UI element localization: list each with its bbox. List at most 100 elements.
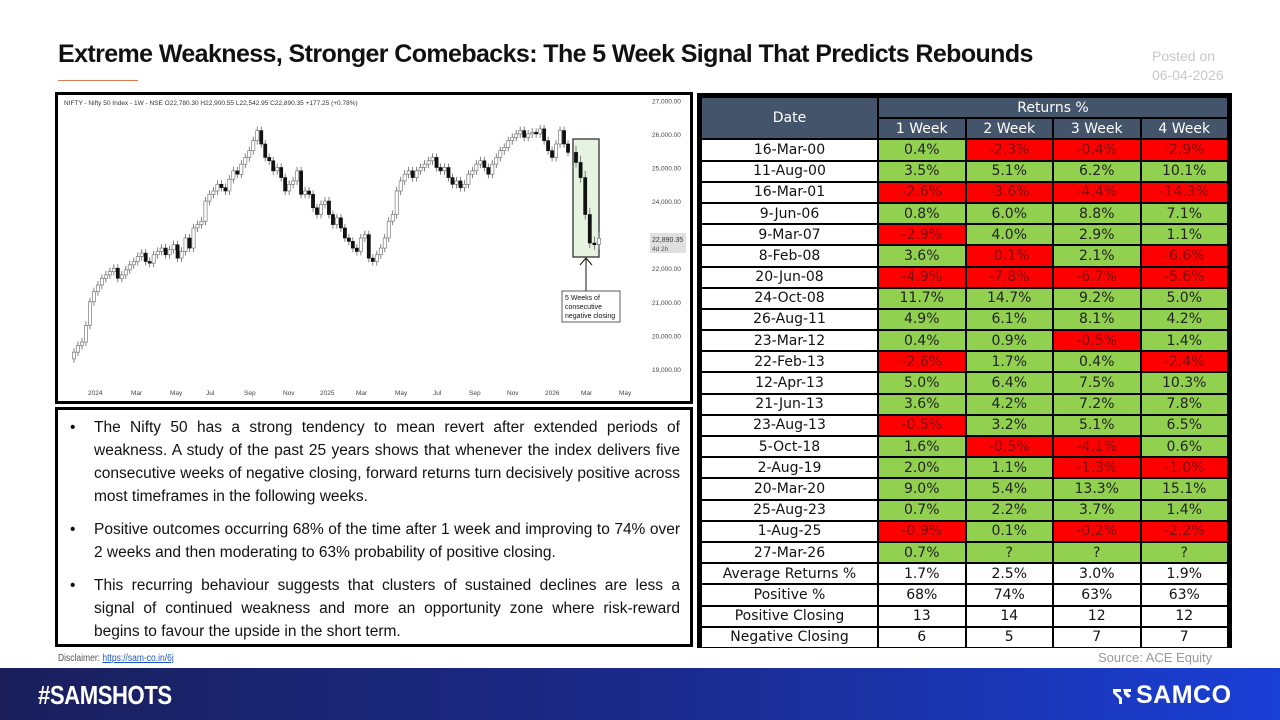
date-cell: 5-Oct-18	[702, 437, 877, 457]
return-cell: -0.1%	[966, 246, 1052, 266]
table-row: 5-Oct-18 1.6% -0.5% -4.1% 0.6%	[702, 437, 1227, 457]
return-cell: -4.1%	[1054, 437, 1140, 457]
return-cell: -0.5%	[1054, 331, 1140, 351]
disclaimer-label: Disclaimer:	[58, 653, 101, 664]
summary-value: 12	[1141, 606, 1227, 626]
return-cell: -1.3%	[1054, 458, 1140, 478]
note-text: The Nifty 50 has a strong tendency to me…	[94, 419, 680, 505]
y-tick-label: 25,000.00	[652, 166, 681, 173]
table-row: 9-Jun-06 0.8% 6.0% 8.8% 7.1%	[702, 203, 1227, 224]
y-tick-label: 22,000.00	[652, 266, 681, 273]
return-cell: 7.8%	[1141, 394, 1227, 414]
x-tick-label: May	[170, 390, 183, 397]
posted-date: Posted on 06-04-2026	[1152, 47, 1224, 85]
return-cell: 3.2%	[966, 415, 1052, 435]
summary-value: 7	[1054, 627, 1140, 647]
candles	[72, 124, 570, 363]
return-cell: 3.6%	[879, 246, 965, 266]
summary-label: Positive Closing	[702, 606, 877, 626]
table-body: 16-Mar-00 0.4% -2.3% -0.4% -2.9% 11-Aug-00 3.5…	[702, 140, 1227, 647]
x-tick-label: Nov	[507, 390, 519, 397]
y-tick-label: 21,000.00	[652, 300, 681, 307]
return-cell: 3.5%	[879, 161, 965, 181]
highlight-candles	[574, 145, 601, 250]
return-cell: 10.3%	[1141, 373, 1227, 393]
date-cell: 9-Mar-07	[702, 225, 877, 245]
samco-logo-icon	[1113, 688, 1131, 704]
table-row: 24-Oct-08 11.7% 14.7% 9.2% 5.0%	[702, 288, 1227, 308]
return-cell: 0.8%	[879, 203, 965, 224]
return-cell: -6.7%	[1054, 267, 1140, 287]
date-cell: 1-Aug-25	[702, 521, 877, 541]
y-tick-label: 19,000.00	[652, 367, 681, 374]
return-cell: 0.4%	[879, 331, 965, 351]
x-axis: 2024 Mar May Jul Sep Nov 2025 Mar May Jul Sep Nov 20…	[88, 390, 632, 397]
date-cell: 2-Aug-19	[702, 458, 877, 478]
return-cell: -0.2%	[1054, 521, 1140, 541]
return-cell: 7.5%	[1054, 373, 1140, 393]
date-cell: 20-Jun-08	[702, 267, 877, 287]
return-cell: 0.4%	[1054, 352, 1140, 372]
disclaimer: Disclaimer: https://sam-co.in/6j	[58, 653, 174, 664]
bullet-icon: •	[70, 419, 76, 436]
bullet-icon: •	[70, 577, 76, 594]
y-tick-label: 24,000.00	[652, 199, 681, 206]
countdown-label: 4d 2h	[652, 246, 669, 253]
x-tick-label: Sep	[469, 390, 481, 397]
table-row: 11-Aug-00 3.5% 5.1% 6.2% 10.1%	[702, 161, 1227, 181]
return-cell: 3.6%	[879, 394, 965, 414]
return-cell: -5.6%	[1141, 267, 1227, 287]
chart-canvas: NIFTY - Nifty 50 Index - 1W - NSE O22,78…	[64, 98, 686, 397]
return-cell: 14.7%	[966, 288, 1052, 308]
table-row: 21-Jun-13 3.6% 4.2% 7.2% 7.8%	[702, 394, 1227, 414]
return-cell: 1.6%	[879, 437, 965, 457]
date-cell: 23-Mar-12	[702, 331, 877, 351]
return-cell: 5.0%	[1141, 288, 1227, 308]
return-cell: 6.5%	[1141, 415, 1227, 435]
y-tick-label: 27,000.00	[652, 98, 681, 105]
week-header: 1 Week	[879, 119, 965, 139]
return-cell: 4.2%	[966, 394, 1052, 414]
arrow-head-icon	[579, 257, 593, 266]
summary-label: Average Returns %	[702, 564, 877, 584]
returns-table: Date Returns % 1 Week 2 Week 3 Week 4 We…	[700, 96, 1229, 649]
return-cell: 1.7%	[966, 352, 1052, 372]
return-cell: 0.7%	[879, 542, 965, 563]
summary-value: 7	[1141, 627, 1227, 647]
return-cell: 8.8%	[1054, 203, 1140, 224]
return-cell: -2.3%	[966, 140, 1052, 160]
date-cell: 24-Oct-08	[702, 288, 877, 308]
summary-value: 6	[879, 627, 965, 647]
page-title: Extreme Weakness, Stronger Comebacks: Th…	[58, 40, 1033, 68]
date-cell: 25-Aug-23	[702, 500, 877, 520]
summary-value: 68%	[879, 585, 965, 605]
summary-label: Positive %	[702, 585, 877, 605]
return-cell: 1.1%	[966, 458, 1052, 478]
return-cell: 0.4%	[879, 140, 965, 160]
summary-value: 12	[1054, 606, 1140, 626]
return-cell: -3.6%	[966, 182, 1052, 202]
date-cell: 16-Mar-00	[702, 140, 877, 160]
return-cell: 0.6%	[1141, 437, 1227, 457]
return-cell: 7.2%	[1054, 394, 1140, 414]
x-tick-label: Nov	[283, 390, 295, 397]
return-cell: 0.1%	[966, 521, 1052, 541]
returns-table-panel: Date Returns % 1 Week 2 Week 3 Week 4 We…	[697, 93, 1232, 648]
return-cell: -6.6%	[1141, 246, 1227, 266]
chart-legend: NIFTY - Nifty 50 Index - 1W - NSE O22,78…	[64, 100, 358, 107]
disclaimer-link[interactable]: https://sam-co.in/6j	[102, 653, 174, 664]
date-cell: 27-Mar-26	[702, 542, 877, 563]
x-tick-label: Mar	[131, 390, 143, 397]
brand-logo: SAMCO	[1110, 681, 1232, 710]
price-tag-value: 22,890.35	[652, 237, 683, 244]
table-row: 27-Mar-26 0.7%???	[702, 542, 1227, 563]
annotation-line-1: 5 Weeks of	[565, 295, 600, 302]
annotation-line-3: negative closing	[565, 313, 615, 320]
week-header: 3 Week	[1054, 119, 1140, 139]
table-row: 23-Mar-12 0.4% 0.9% -0.5% 1.4%	[702, 331, 1227, 351]
return-cell: 5.0%	[879, 373, 965, 393]
table-row: 12-Apr-13 5.0% 6.4% 7.5% 10.3%	[702, 373, 1227, 393]
table-row: 20-Mar-20 9.0% 5.4% 13.3% 15.1%	[702, 479, 1227, 499]
return-cell: 2.0%	[879, 458, 965, 478]
x-tick-label: May	[619, 390, 632, 397]
